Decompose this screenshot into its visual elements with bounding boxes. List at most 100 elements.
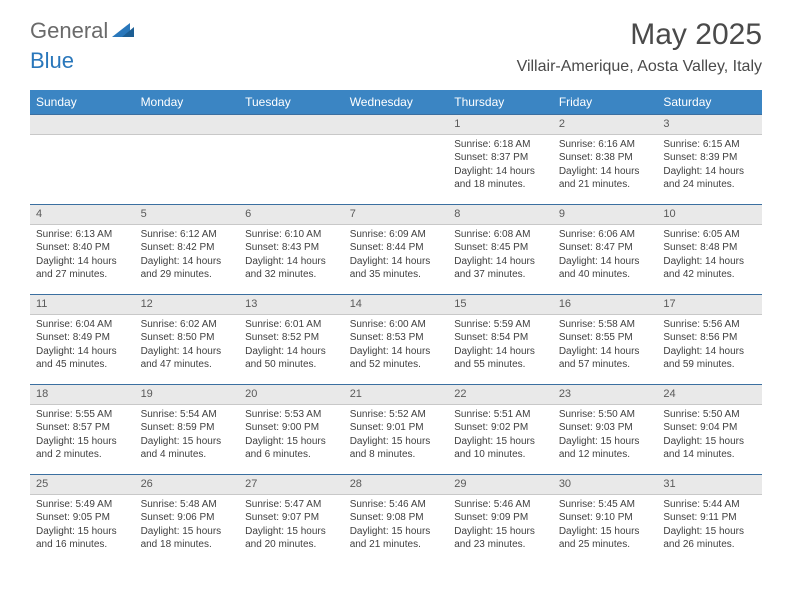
sunset-line: Sunset: 9:06 PM xyxy=(141,511,234,525)
sunset-line: Sunset: 8:45 PM xyxy=(454,241,547,255)
day-content xyxy=(239,135,344,195)
sunset-line: Sunset: 9:04 PM xyxy=(663,421,756,435)
day-content xyxy=(135,135,240,195)
day-content: Sunrise: 5:50 AMSunset: 9:03 PMDaylight:… xyxy=(553,405,658,468)
daylight-line: Daylight: 15 hours and 18 minutes. xyxy=(141,525,234,552)
page-header: General May 2025 Villair-Amerique, Aosta… xyxy=(0,0,792,82)
day-number: 4 xyxy=(30,204,135,225)
logo-text-blue: Blue xyxy=(30,48,74,73)
sunrise-line: Sunrise: 5:50 AM xyxy=(559,408,652,422)
daylight-line: Daylight: 14 hours and 35 minutes. xyxy=(350,255,443,282)
calendar-cell: 2Sunrise: 6:16 AMSunset: 8:38 PMDaylight… xyxy=(553,114,658,204)
calendar-cell: 21Sunrise: 5:52 AMSunset: 9:01 PMDayligh… xyxy=(344,384,449,474)
day-number: 27 xyxy=(239,474,344,495)
day-number: 8 xyxy=(448,204,553,225)
calendar-head: SundayMondayTuesdayWednesdayThursdayFrid… xyxy=(30,90,762,114)
daylight-line: Daylight: 15 hours and 21 minutes. xyxy=(350,525,443,552)
day-number: 3 xyxy=(657,114,762,135)
sunrise-line: Sunrise: 5:56 AM xyxy=(663,318,756,332)
sunset-line: Sunset: 8:42 PM xyxy=(141,241,234,255)
day-content: Sunrise: 6:02 AMSunset: 8:50 PMDaylight:… xyxy=(135,315,240,378)
calendar-cell: 15Sunrise: 5:59 AMSunset: 8:54 PMDayligh… xyxy=(448,294,553,384)
sunrise-line: Sunrise: 5:46 AM xyxy=(454,498,547,512)
calendar-cell: 8Sunrise: 6:08 AMSunset: 8:45 PMDaylight… xyxy=(448,204,553,294)
daylight-line: Daylight: 14 hours and 45 minutes. xyxy=(36,345,129,372)
day-content: Sunrise: 5:46 AMSunset: 9:08 PMDaylight:… xyxy=(344,495,449,558)
day-header: Monday xyxy=(135,90,240,114)
sunset-line: Sunset: 9:01 PM xyxy=(350,421,443,435)
sunrise-line: Sunrise: 5:50 AM xyxy=(663,408,756,422)
sunset-line: Sunset: 9:09 PM xyxy=(454,511,547,525)
calendar-cell xyxy=(239,114,344,204)
daylight-line: Daylight: 15 hours and 16 minutes. xyxy=(36,525,129,552)
day-content: Sunrise: 6:16 AMSunset: 8:38 PMDaylight:… xyxy=(553,135,658,198)
calendar-cell: 24Sunrise: 5:50 AMSunset: 9:04 PMDayligh… xyxy=(657,384,762,474)
day-content: Sunrise: 5:55 AMSunset: 8:57 PMDaylight:… xyxy=(30,405,135,468)
sunrise-line: Sunrise: 5:53 AM xyxy=(245,408,338,422)
month-title: May 2025 xyxy=(517,18,762,52)
day-number: 17 xyxy=(657,294,762,315)
day-content: Sunrise: 6:00 AMSunset: 8:53 PMDaylight:… xyxy=(344,315,449,378)
sunset-line: Sunset: 8:59 PM xyxy=(141,421,234,435)
calendar-week: 18Sunrise: 5:55 AMSunset: 8:57 PMDayligh… xyxy=(30,384,762,474)
day-content xyxy=(30,135,135,195)
calendar-cell: 29Sunrise: 5:46 AMSunset: 9:09 PMDayligh… xyxy=(448,474,553,564)
day-content: Sunrise: 5:56 AMSunset: 8:56 PMDaylight:… xyxy=(657,315,762,378)
sunrise-line: Sunrise: 6:04 AM xyxy=(36,318,129,332)
day-number: 1 xyxy=(448,114,553,135)
day-content: Sunrise: 5:53 AMSunset: 9:00 PMDaylight:… xyxy=(239,405,344,468)
sunrise-line: Sunrise: 6:18 AM xyxy=(454,138,547,152)
day-number: 23 xyxy=(553,384,658,405)
sunrise-line: Sunrise: 5:59 AM xyxy=(454,318,547,332)
sunset-line: Sunset: 8:40 PM xyxy=(36,241,129,255)
sunset-line: Sunset: 9:08 PM xyxy=(350,511,443,525)
calendar-cell: 23Sunrise: 5:50 AMSunset: 9:03 PMDayligh… xyxy=(553,384,658,474)
sunrise-line: Sunrise: 5:51 AM xyxy=(454,408,547,422)
calendar-cell: 25Sunrise: 5:49 AMSunset: 9:05 PMDayligh… xyxy=(30,474,135,564)
day-content: Sunrise: 5:50 AMSunset: 9:04 PMDaylight:… xyxy=(657,405,762,468)
calendar-cell xyxy=(135,114,240,204)
sunrise-line: Sunrise: 5:55 AM xyxy=(36,408,129,422)
day-number: 13 xyxy=(239,294,344,315)
sunrise-line: Sunrise: 6:16 AM xyxy=(559,138,652,152)
title-block: May 2025 Villair-Amerique, Aosta Valley,… xyxy=(517,18,762,76)
day-number: 29 xyxy=(448,474,553,495)
calendar-cell: 17Sunrise: 5:56 AMSunset: 8:56 PMDayligh… xyxy=(657,294,762,384)
calendar-cell: 14Sunrise: 6:00 AMSunset: 8:53 PMDayligh… xyxy=(344,294,449,384)
calendar-cell: 4Sunrise: 6:13 AMSunset: 8:40 PMDaylight… xyxy=(30,204,135,294)
sunset-line: Sunset: 8:38 PM xyxy=(559,151,652,165)
sunset-line: Sunset: 8:48 PM xyxy=(663,241,756,255)
day-content: Sunrise: 6:09 AMSunset: 8:44 PMDaylight:… xyxy=(344,225,449,288)
day-content: Sunrise: 6:08 AMSunset: 8:45 PMDaylight:… xyxy=(448,225,553,288)
daylight-line: Daylight: 15 hours and 20 minutes. xyxy=(245,525,338,552)
day-content: Sunrise: 5:52 AMSunset: 9:01 PMDaylight:… xyxy=(344,405,449,468)
logo-text-general: General xyxy=(30,18,108,44)
sunset-line: Sunset: 9:05 PM xyxy=(36,511,129,525)
calendar-cell: 10Sunrise: 6:05 AMSunset: 8:48 PMDayligh… xyxy=(657,204,762,294)
day-number: 9 xyxy=(553,204,658,225)
calendar-cell: 19Sunrise: 5:54 AMSunset: 8:59 PMDayligh… xyxy=(135,384,240,474)
sunrise-line: Sunrise: 6:06 AM xyxy=(559,228,652,242)
sunrise-line: Sunrise: 5:49 AM xyxy=(36,498,129,512)
calendar-cell: 9Sunrise: 6:06 AMSunset: 8:47 PMDaylight… xyxy=(553,204,658,294)
sunrise-line: Sunrise: 6:08 AM xyxy=(454,228,547,242)
sunset-line: Sunset: 8:50 PM xyxy=(141,331,234,345)
day-header: Tuesday xyxy=(239,90,344,114)
sunrise-line: Sunrise: 6:10 AM xyxy=(245,228,338,242)
sunrise-line: Sunrise: 6:00 AM xyxy=(350,318,443,332)
day-number: 19 xyxy=(135,384,240,405)
daylight-line: Daylight: 14 hours and 29 minutes. xyxy=(141,255,234,282)
day-header: Sunday xyxy=(30,90,135,114)
daylight-line: Daylight: 14 hours and 55 minutes. xyxy=(454,345,547,372)
sunrise-line: Sunrise: 5:46 AM xyxy=(350,498,443,512)
sunrise-line: Sunrise: 5:58 AM xyxy=(559,318,652,332)
day-content: Sunrise: 5:45 AMSunset: 9:10 PMDaylight:… xyxy=(553,495,658,558)
calendar-cell: 6Sunrise: 6:10 AMSunset: 8:43 PMDaylight… xyxy=(239,204,344,294)
daylight-line: Daylight: 14 hours and 57 minutes. xyxy=(559,345,652,372)
sunrise-line: Sunrise: 6:15 AM xyxy=(663,138,756,152)
daylight-line: Daylight: 15 hours and 10 minutes. xyxy=(454,435,547,462)
day-content: Sunrise: 6:18 AMSunset: 8:37 PMDaylight:… xyxy=(448,135,553,198)
daylight-line: Daylight: 15 hours and 4 minutes. xyxy=(141,435,234,462)
day-number: 10 xyxy=(657,204,762,225)
day-content: Sunrise: 5:51 AMSunset: 9:02 PMDaylight:… xyxy=(448,405,553,468)
